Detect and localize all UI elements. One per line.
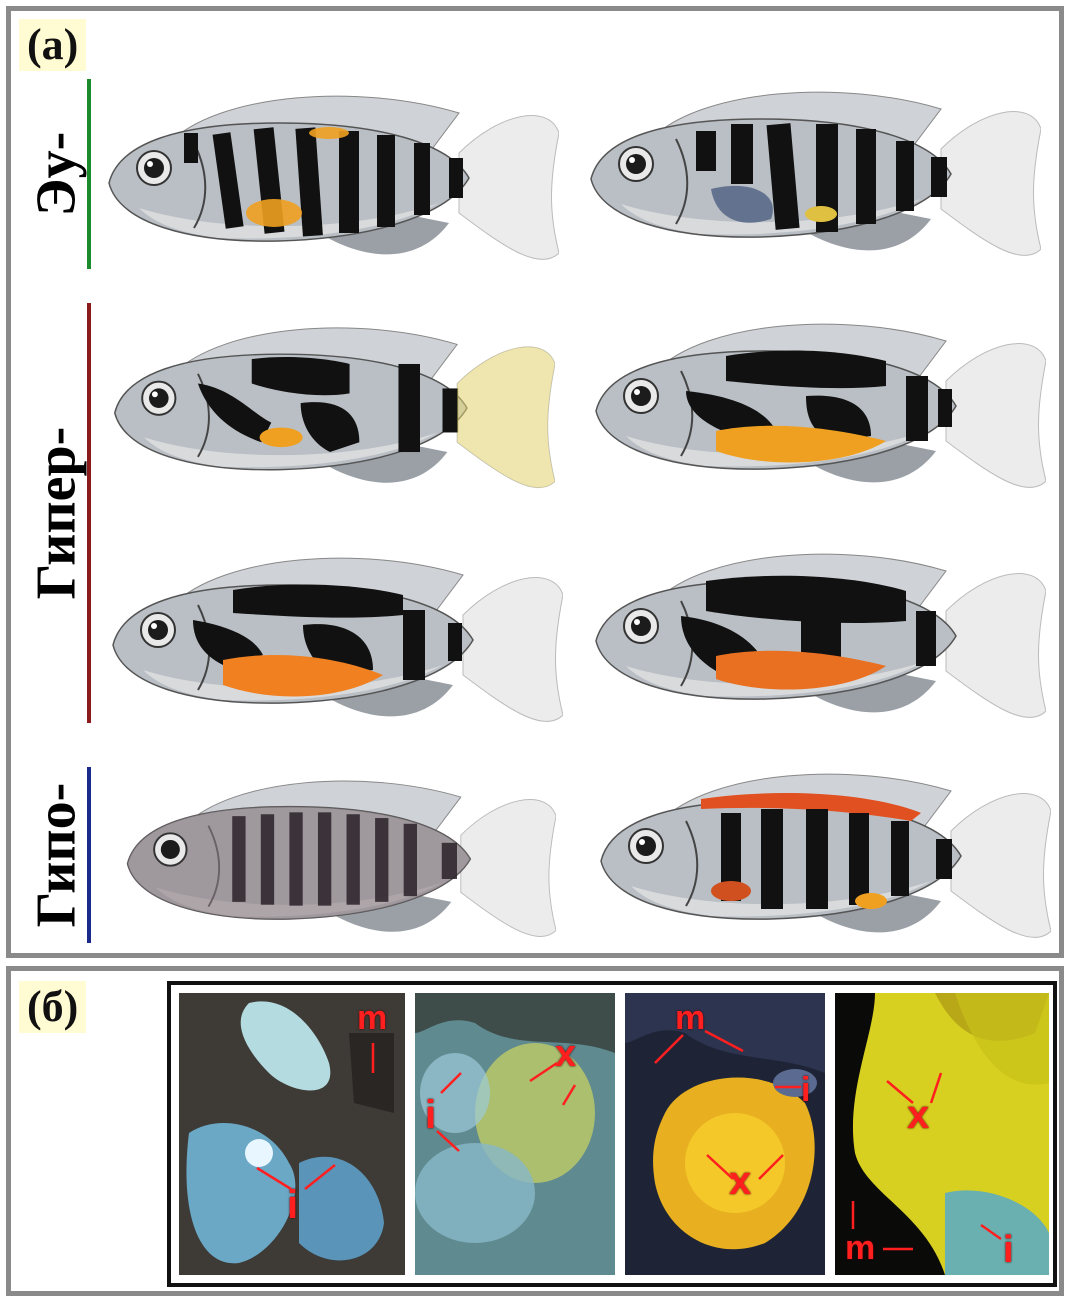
panel-a-label: (а) bbox=[19, 19, 87, 71]
group-label-eu: Эу- bbox=[25, 79, 87, 269]
panel-b: (б) m i bbox=[6, 966, 1064, 1296]
annotation-i-4: i bbox=[1003, 1229, 1014, 1271]
panel-a: (а) Эу- Гипер- Гипо- bbox=[6, 6, 1064, 958]
micrograph-1: m i bbox=[179, 993, 405, 1275]
annotation-arrows-3 bbox=[654, 1029, 801, 1180]
annotation-x-2: x bbox=[555, 1033, 577, 1075]
group-label-hypo-text: Гипо- bbox=[25, 782, 87, 928]
fish-hyper-4 bbox=[581, 531, 1051, 741]
fish-hyper-1 bbox=[105, 303, 555, 513]
annotation-i-2: i bbox=[425, 1093, 437, 1137]
fish-eu-1 bbox=[99, 73, 559, 283]
micrograph-frame: m i x i bbox=[167, 981, 1057, 1287]
annotation-m-4: m bbox=[845, 1229, 876, 1267]
group-line-eu bbox=[87, 79, 91, 269]
fish-hyper-2 bbox=[581, 301, 1051, 511]
fish-hyper-3 bbox=[103, 535, 563, 745]
annotation-x-3: x bbox=[729, 1159, 752, 1203]
annotation-m-1: m bbox=[357, 999, 388, 1037]
annotation-arrows-1 bbox=[256, 1043, 375, 1191]
fish-hypo-1 bbox=[107, 759, 567, 959]
annotation-x-4: x bbox=[907, 1093, 930, 1137]
annotation-m-3: m bbox=[675, 999, 706, 1037]
micrograph-3: m i x bbox=[625, 993, 825, 1275]
group-label-eu-text: Эу- bbox=[25, 131, 88, 217]
annotation-i-1: i bbox=[287, 1183, 299, 1227]
annotation-i-3: i bbox=[801, 1071, 811, 1109]
fish-hypo-2 bbox=[581, 751, 1061, 961]
micrograph-2: x i bbox=[415, 993, 615, 1275]
fish-eu-2 bbox=[571, 69, 1051, 279]
annotation-arrows-2 bbox=[436, 1061, 577, 1152]
annotation-arrows-4 bbox=[851, 1072, 1002, 1251]
group-line-hypo bbox=[87, 767, 91, 943]
group-label-hyper: Гипер- bbox=[25, 303, 87, 723]
group-label-hyper-text: Гипер- bbox=[25, 426, 87, 600]
group-label-hypo: Гипо- bbox=[25, 767, 87, 943]
micrograph-4: x m i bbox=[835, 993, 1049, 1275]
group-line-hyper bbox=[87, 303, 91, 723]
panel-b-label: (б) bbox=[19, 981, 87, 1033]
